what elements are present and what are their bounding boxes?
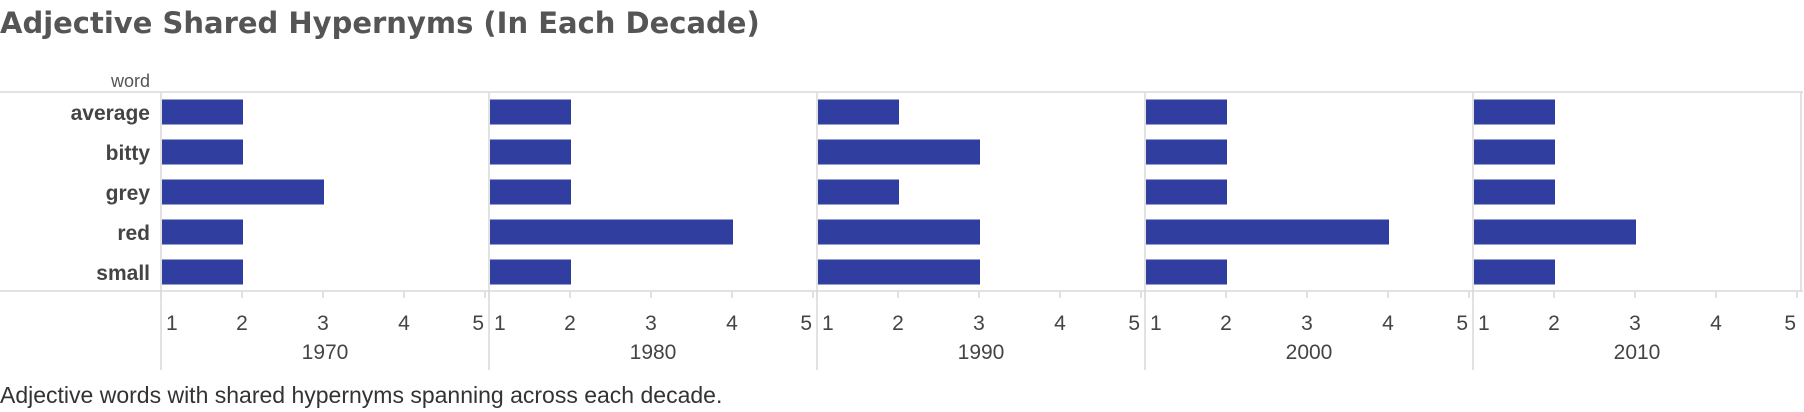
bar-1990-small xyxy=(818,259,980,285)
bar-1970-small xyxy=(162,259,243,285)
chart-title: Adjective Shared Hypernyms (In Each Deca… xyxy=(0,6,760,40)
row-label-bitty: bitty xyxy=(106,142,151,165)
tick-label: 2 xyxy=(564,312,576,335)
row-label-average: average xyxy=(71,102,150,125)
bar-1980-average xyxy=(490,99,571,125)
bar-2000-average xyxy=(1146,99,1227,125)
bar-1990-bitty xyxy=(818,139,980,165)
bar-2000-grey xyxy=(1146,179,1227,205)
decade-label-1990: 1990 xyxy=(958,341,1005,364)
tick-label: 1 xyxy=(1478,312,1490,335)
bar-2010-bitty xyxy=(1474,139,1555,165)
tick-label: 2 xyxy=(1220,312,1232,335)
decade-label-1980: 1980 xyxy=(630,341,677,364)
decade-panels: 1 2 3 4 5 1970 1 2 3 4 5 1980 1 2 3 4 5 1990 1 2 3 4 5 2000 1 2 3 4… xyxy=(160,92,1802,370)
bar-2000-red xyxy=(1146,219,1389,245)
row-labels: average bitty grey red small xyxy=(71,102,151,285)
tick-label: 3 xyxy=(973,312,985,335)
tick-label: 1 xyxy=(822,312,834,335)
bar-1980-red xyxy=(490,219,733,245)
bar-1980-bitty xyxy=(490,139,571,165)
tick-label: 1 xyxy=(166,312,178,335)
panel-1990: 1 2 3 4 5 1990 xyxy=(816,92,1142,370)
bar-2010-average xyxy=(1474,99,1555,125)
row-field-label: word xyxy=(110,71,150,91)
tick-label: 2 xyxy=(1548,312,1560,335)
bar-1970-bitty xyxy=(162,139,243,165)
row-label-grey: grey xyxy=(106,182,151,205)
bar-1970-red xyxy=(162,219,243,245)
bar-1990-average xyxy=(818,99,899,125)
tick-label: 3 xyxy=(317,312,329,335)
tick-label: 3 xyxy=(645,312,657,335)
panel-2010: 1 2 3 4 5 2010 xyxy=(1472,92,1802,370)
tick-label: 5 xyxy=(800,312,812,335)
bar-1990-red xyxy=(818,219,980,245)
bar-2010-grey xyxy=(1474,179,1555,205)
tick-label: 5 xyxy=(1128,312,1140,335)
panel-1970: 1 2 3 4 5 1970 xyxy=(160,92,486,370)
tick-label: 4 xyxy=(726,312,738,335)
panel-2000: 1 2 3 4 5 2000 xyxy=(1144,92,1470,370)
bar-2000-bitty xyxy=(1146,139,1227,165)
bar-1980-small xyxy=(490,259,571,285)
tick-label: 4 xyxy=(1382,312,1394,335)
tick-label: 1 xyxy=(1150,312,1162,335)
bar-1990-grey xyxy=(818,179,899,205)
bar-1970-average xyxy=(162,99,243,125)
decade-label-2010: 2010 xyxy=(1614,341,1661,364)
bar-2010-small xyxy=(1474,259,1555,285)
tick-label: 5 xyxy=(1456,312,1468,335)
tick-label: 1 xyxy=(494,312,506,335)
tick-label: 3 xyxy=(1301,312,1313,335)
tick-label: 5 xyxy=(1784,312,1796,335)
decade-label-1970: 1970 xyxy=(302,341,349,364)
decade-label-2000: 2000 xyxy=(1286,341,1333,364)
panel-1980: 1 2 3 4 5 1980 xyxy=(488,92,814,370)
tick-label: 2 xyxy=(892,312,904,335)
bar-1980-grey xyxy=(490,179,571,205)
row-label-red: red xyxy=(117,222,150,245)
tick-label: 3 xyxy=(1629,312,1641,335)
chart-frame xyxy=(0,91,1803,292)
tick-label: 4 xyxy=(1710,312,1722,335)
bar-1970-grey xyxy=(162,179,324,205)
row-label-small: small xyxy=(96,262,150,285)
tick-label: 4 xyxy=(398,312,410,335)
bar-2000-small xyxy=(1146,259,1227,285)
chart-caption: Adjective words with shared hypernyms sp… xyxy=(0,382,723,408)
tick-label: 5 xyxy=(472,312,484,335)
tick-label: 4 xyxy=(1054,312,1066,335)
bar-2010-red xyxy=(1474,219,1636,245)
tick-label: 2 xyxy=(236,312,248,335)
